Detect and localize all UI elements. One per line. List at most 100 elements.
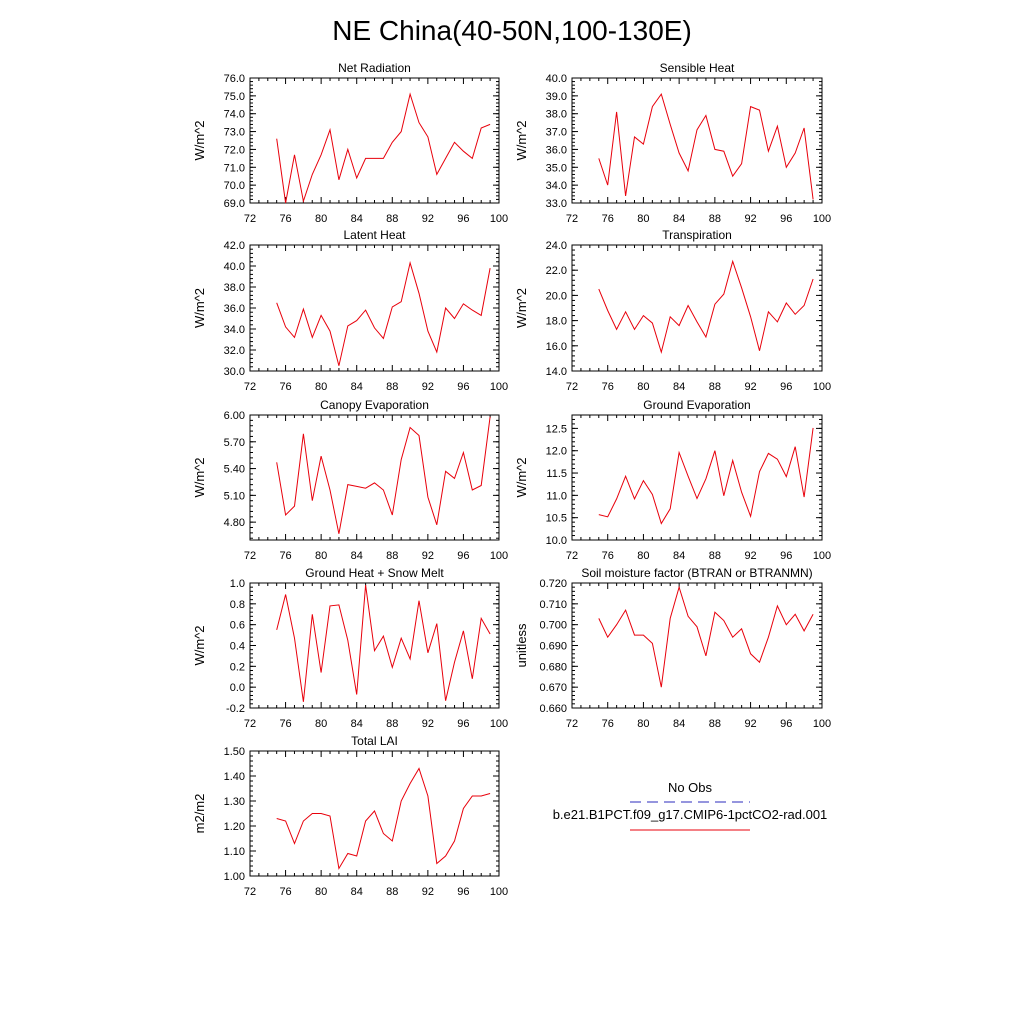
panels: Net Radiation W/m^2 72 76 80 84 88 92 96 100 69.0 7… bbox=[192, 61, 831, 898]
x-tick-label: 84 bbox=[673, 718, 685, 730]
y-tick-label: 33.0 bbox=[546, 198, 567, 210]
panel: Sensible Heat W/m^2 72 76 80 84 88 92 96 100 33.0 3… bbox=[514, 61, 831, 225]
x-tick-label: 72 bbox=[566, 213, 578, 225]
panel-title: Sensible Heat bbox=[660, 61, 735, 75]
x-tick-label: 100 bbox=[490, 381, 508, 393]
panel-title: Latent Heat bbox=[343, 228, 406, 242]
x-tick-label: 92 bbox=[422, 381, 434, 393]
y-tick-label: 72.0 bbox=[224, 144, 245, 156]
panel: Ground Heat + Snow Melt W/m^2 72 76 80 84 88 92… bbox=[192, 566, 508, 730]
x-tick-label: 96 bbox=[457, 213, 469, 225]
x-tick-label: 72 bbox=[566, 550, 578, 562]
x-tick-label: 72 bbox=[566, 718, 578, 730]
panel-title: Canopy Evaporation bbox=[320, 398, 429, 412]
y-tick-label: 36.0 bbox=[224, 303, 245, 315]
x-tick-label: 84 bbox=[351, 213, 363, 225]
plot-frame bbox=[571, 582, 823, 709]
x-tick-label: 100 bbox=[490, 550, 508, 562]
legend: No Obs b.e21.B1PCT.f09_g17.CMIP6-1pctCO2… bbox=[553, 780, 828, 831]
series-line bbox=[276, 585, 491, 702]
x-tick-label: 96 bbox=[780, 550, 792, 562]
y-tick-label: 1.30 bbox=[224, 796, 245, 808]
panel-title: Net Radiation bbox=[338, 61, 411, 75]
x-tick-label: 84 bbox=[673, 550, 685, 562]
y-tick-label: 18.0 bbox=[546, 316, 567, 328]
y-tick-label: 1.10 bbox=[224, 846, 245, 858]
y-tick-label: 5.10 bbox=[224, 490, 245, 502]
x-tick-label: 92 bbox=[422, 718, 434, 730]
panel: Soil moisture factor (BTRAN or BTRANMN) u… bbox=[514, 566, 831, 730]
y-tick-label: 1.50 bbox=[224, 746, 245, 758]
x-tick-label: 84 bbox=[673, 213, 685, 225]
series-line bbox=[598, 427, 814, 525]
y-tick-label: 12.5 bbox=[546, 423, 567, 435]
plot-frame bbox=[571, 77, 823, 204]
y-tick-label: 40.0 bbox=[224, 261, 245, 273]
x-tick-label: 92 bbox=[744, 381, 756, 393]
y-axis-label: m2/m2 bbox=[192, 794, 207, 834]
y-tick-label: 74.0 bbox=[224, 109, 245, 121]
x-tick-label: 84 bbox=[351, 886, 363, 898]
plot-frame bbox=[249, 414, 500, 541]
y-tick-label: 35.0 bbox=[546, 162, 567, 174]
x-tick-label: 76 bbox=[602, 550, 614, 562]
y-tick-label: 11.5 bbox=[546, 468, 567, 480]
x-tick-label: 76 bbox=[279, 381, 291, 393]
panel: Transpiration W/m^2 72 76 80 84 88 92 96 100 14.0 1… bbox=[514, 228, 831, 393]
x-tick-label: 72 bbox=[244, 718, 256, 730]
legend-obs-label: No Obs bbox=[668, 780, 713, 795]
y-tick-label: 0.680 bbox=[539, 661, 567, 673]
y-tick-label: 24.0 bbox=[546, 240, 567, 252]
x-tick-label: 92 bbox=[422, 886, 434, 898]
x-tick-label: 88 bbox=[709, 550, 721, 562]
y-tick-label: 0.690 bbox=[539, 641, 567, 653]
y-axis-label: W/m^2 bbox=[192, 457, 207, 497]
series-line bbox=[276, 92, 491, 204]
x-tick-label: 96 bbox=[457, 381, 469, 393]
y-axis-label: W/m^2 bbox=[514, 288, 529, 328]
y-tick-label: -0.2 bbox=[226, 703, 245, 715]
y-tick-label: 30.0 bbox=[224, 366, 245, 378]
plot-frame bbox=[571, 414, 823, 541]
x-tick-label: 96 bbox=[457, 550, 469, 562]
panel: Net Radiation W/m^2 72 76 80 84 88 92 96 100 69.0 7… bbox=[192, 61, 508, 225]
x-tick-label: 84 bbox=[351, 381, 363, 393]
x-tick-label: 76 bbox=[279, 213, 291, 225]
y-tick-label: 1.00 bbox=[224, 871, 245, 883]
x-tick-label: 88 bbox=[709, 381, 721, 393]
y-tick-label: 70.0 bbox=[224, 180, 245, 192]
x-tick-label: 88 bbox=[386, 213, 398, 225]
x-tick-label: 100 bbox=[813, 381, 831, 393]
series-line bbox=[598, 259, 814, 354]
series-line bbox=[276, 260, 491, 366]
x-tick-label: 80 bbox=[315, 381, 327, 393]
legend-model-label: b.e21.B1PCT.f09_g17.CMIP6-1pctCO2-rad.00… bbox=[553, 807, 828, 822]
panel: Ground Evaporation W/m^2 72 76 80 84 88 92 96 100… bbox=[514, 398, 831, 562]
plot-frame bbox=[249, 77, 500, 204]
panel-title: Total LAI bbox=[351, 734, 398, 748]
y-tick-label: 34.0 bbox=[224, 324, 245, 336]
y-tick-label: 6.00 bbox=[224, 410, 245, 422]
x-tick-label: 80 bbox=[315, 213, 327, 225]
y-tick-label: 0.6 bbox=[230, 620, 245, 632]
x-tick-label: 72 bbox=[566, 381, 578, 393]
y-tick-label: 73.0 bbox=[224, 127, 245, 139]
series-line bbox=[276, 767, 491, 870]
x-tick-label: 76 bbox=[602, 381, 614, 393]
x-tick-label: 76 bbox=[602, 213, 614, 225]
y-tick-label: 39.0 bbox=[546, 91, 567, 103]
y-tick-label: 16.0 bbox=[546, 341, 567, 353]
y-tick-label: 0.720 bbox=[539, 578, 567, 590]
x-tick-label: 80 bbox=[637, 213, 649, 225]
x-tick-label: 88 bbox=[386, 886, 398, 898]
x-tick-label: 84 bbox=[673, 381, 685, 393]
series-line bbox=[598, 92, 814, 200]
x-tick-label: 72 bbox=[244, 213, 256, 225]
y-tick-label: 11.0 bbox=[546, 490, 567, 502]
x-tick-label: 100 bbox=[490, 718, 508, 730]
x-tick-label: 92 bbox=[422, 213, 434, 225]
y-axis-label: W/m^2 bbox=[192, 120, 207, 160]
figure-title: NE China(40-50N,100-130E) bbox=[332, 15, 692, 46]
